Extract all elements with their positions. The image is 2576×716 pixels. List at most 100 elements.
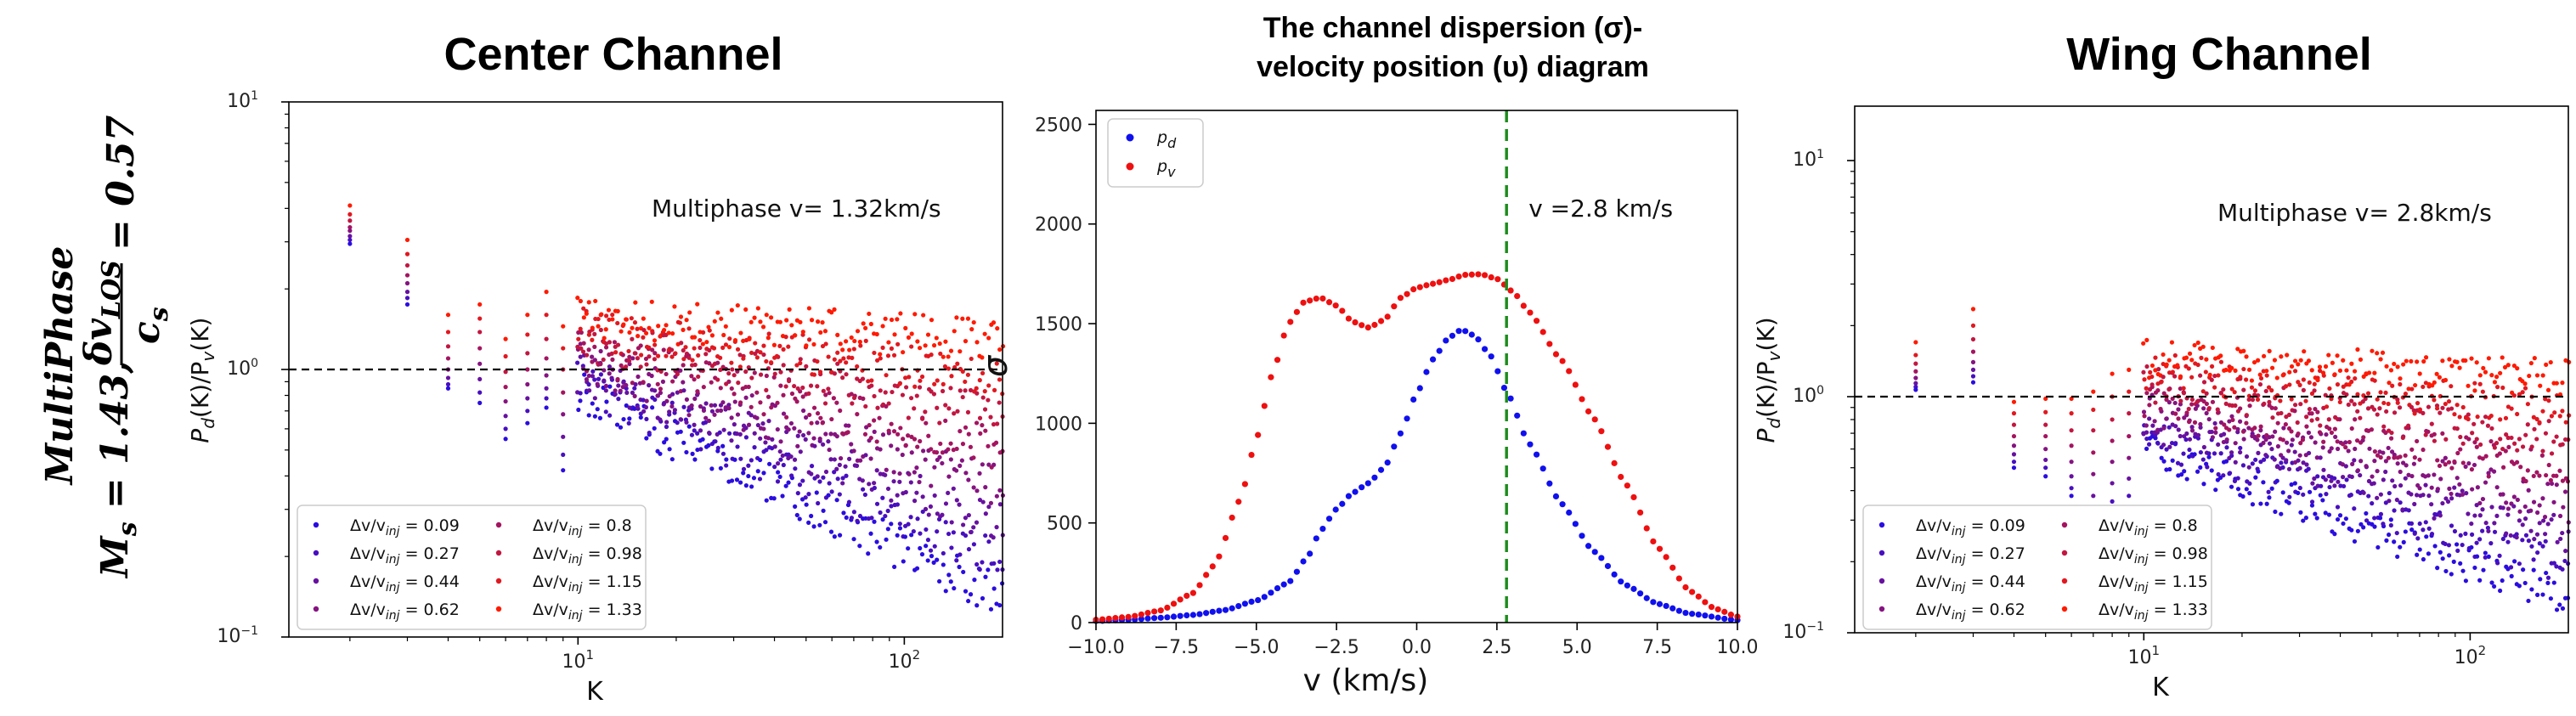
wing-point [2337, 513, 2343, 518]
wing-point [2424, 534, 2429, 539]
wing-point [2381, 400, 2387, 406]
center-point [669, 400, 675, 405]
center-point [861, 487, 866, 492]
center-point [741, 466, 747, 471]
center-point [544, 386, 549, 391]
wing-point [2398, 500, 2403, 505]
center-point [770, 437, 775, 442]
center-point [840, 347, 845, 352]
center-point [867, 482, 872, 487]
center-point [709, 403, 714, 408]
center-point [935, 529, 940, 534]
center-point [575, 344, 580, 349]
center-point [883, 513, 888, 519]
wing-point [2127, 455, 2132, 460]
wing-point [2388, 522, 2393, 528]
wing-point [1970, 374, 1976, 379]
center-point [912, 406, 917, 411]
center-point [690, 358, 695, 363]
wing-point [2502, 364, 2508, 370]
wing-point [2147, 403, 2152, 408]
center-point [991, 462, 997, 467]
wing-point [2340, 462, 2345, 467]
series-p_d-point [1727, 616, 1734, 623]
center-point [772, 444, 777, 449]
wing-point [2200, 389, 2206, 394]
center-point [732, 457, 737, 462]
wing-point [2440, 358, 2445, 364]
dispersion-ytick-label: 2500 [1035, 115, 1082, 136]
center-point [974, 340, 980, 345]
wing-point [2477, 578, 2483, 583]
wing-point [2273, 509, 2278, 515]
center-point [586, 382, 591, 387]
center-point [898, 311, 903, 316]
wing-point [2434, 371, 2439, 376]
wing-point [2494, 485, 2500, 490]
wing-point [2312, 476, 2317, 482]
center-point [752, 370, 757, 375]
wing-point [2349, 379, 2354, 385]
wing-point [2486, 474, 2491, 479]
wing-point [2409, 527, 2415, 533]
series-p_v-point [1268, 374, 1274, 381]
wing-point [2069, 396, 2074, 402]
wing-point [2560, 530, 2565, 536]
center-point [561, 434, 566, 439]
center-point [858, 343, 863, 348]
center-point [954, 558, 959, 563]
wing-point [2505, 512, 2511, 517]
series-p_v-point [1261, 403, 1268, 409]
wing-point [2426, 429, 2431, 434]
center-point [726, 345, 732, 350]
center-point [658, 386, 664, 392]
wing-point [2240, 493, 2246, 499]
wing-point [2279, 511, 2284, 516]
wing-point [2298, 510, 2303, 515]
series-p_v-point [1339, 307, 1346, 314]
wing-point [2440, 556, 2445, 561]
wing-legend-label: Δv/vinj = 0.44 [1916, 572, 2025, 595]
center-point [946, 490, 951, 496]
dispersion-ytick-label: 1000 [1035, 414, 1082, 435]
wing-point [2233, 368, 2238, 373]
wing-point [2377, 406, 2382, 411]
wing-legend-label: Δv/vinj = 0.27 [1916, 544, 2025, 567]
center-point [686, 326, 692, 331]
wing-point [2273, 406, 2278, 411]
wing-point [2560, 409, 2565, 414]
center-point [746, 422, 752, 427]
center-point [719, 316, 724, 321]
center-point [777, 448, 782, 454]
wing-point [2398, 376, 2403, 381]
center-point [652, 357, 658, 362]
center-point [878, 447, 883, 452]
wing-point [2141, 409, 2147, 414]
wing-point [2375, 469, 2380, 474]
wing-point [2195, 399, 2200, 404]
wing-point [2238, 406, 2243, 411]
center-point [787, 307, 792, 312]
wing-point [2500, 492, 2505, 497]
center-point [863, 338, 868, 343]
wing-point [2443, 455, 2448, 460]
center-point [709, 466, 715, 471]
center-point [986, 539, 991, 544]
wing-point [2349, 474, 2354, 479]
wing-point [2272, 457, 2277, 462]
wing-point [2235, 347, 2240, 352]
wing-point [2110, 417, 2115, 422]
center-point [983, 428, 988, 433]
center-point [771, 342, 777, 347]
center-point [797, 516, 802, 521]
center-point [404, 280, 410, 286]
center-point [664, 424, 669, 430]
center-point [746, 364, 751, 370]
center-point [778, 383, 783, 388]
center-point [997, 502, 1003, 507]
dispersion-legend-marker [1126, 162, 1134, 171]
center-point [800, 330, 805, 335]
wing-point [2472, 513, 2477, 518]
center-point [624, 386, 629, 391]
